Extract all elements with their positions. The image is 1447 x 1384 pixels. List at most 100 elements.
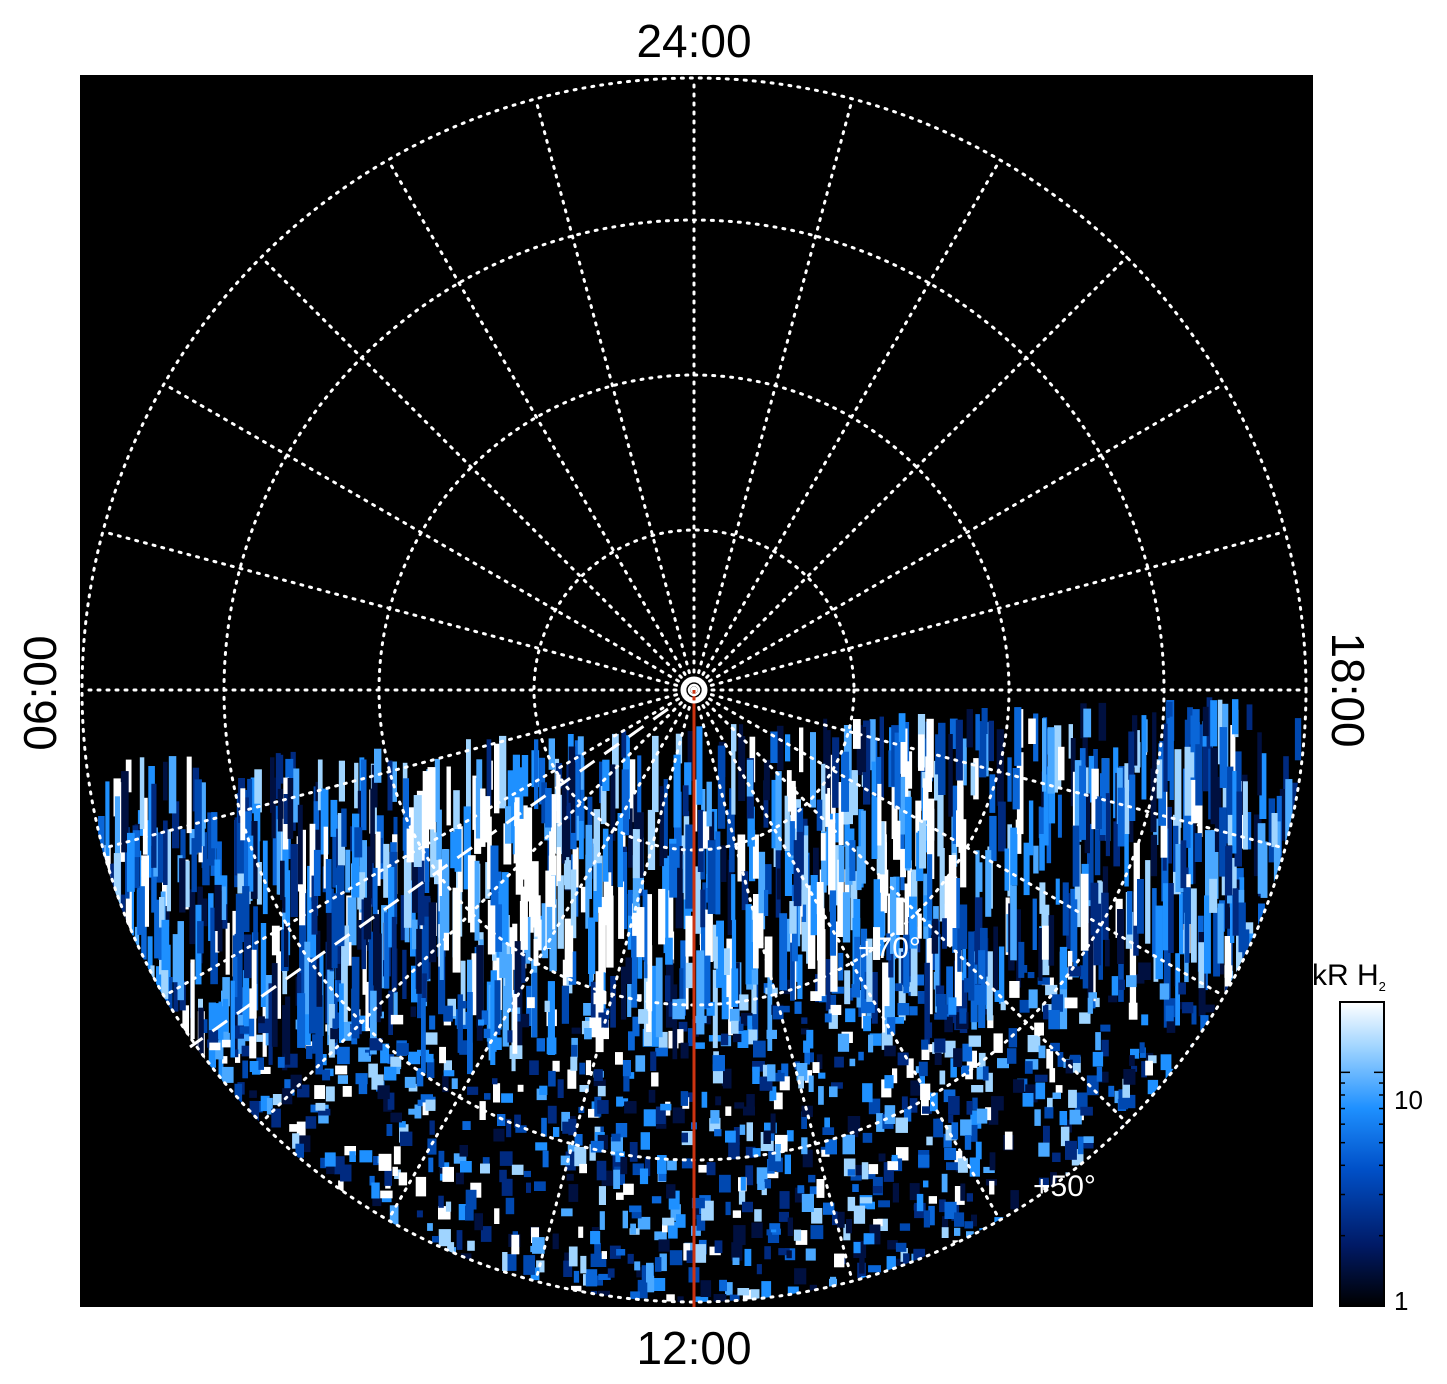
emission-pixel	[666, 1294, 675, 1302]
emission-pixel	[934, 936, 940, 1013]
emission-pixel	[926, 718, 934, 778]
emission-pixel	[309, 957, 317, 1034]
emission-pixel	[622, 1210, 628, 1229]
emission-pixel	[955, 719, 963, 781]
emission-pixel	[388, 867, 395, 948]
emission-pixel	[706, 781, 712, 827]
emission-pixel	[315, 1102, 326, 1111]
emission-pixel	[425, 1053, 434, 1063]
emission-pixel	[467, 992, 473, 1075]
emission-pixel	[1046, 1048, 1054, 1069]
emission-pixel	[599, 761, 604, 804]
emission-pixel	[954, 1150, 963, 1163]
emission-pixel	[271, 777, 276, 839]
emission-pixel	[384, 1066, 397, 1081]
emission-pixel	[761, 1281, 772, 1298]
emission-pixel	[667, 1160, 677, 1171]
emission-pixel	[438, 859, 443, 912]
emission-pixel	[731, 874, 736, 921]
emission-pixel	[397, 1043, 409, 1056]
emission-pixel	[737, 1288, 750, 1296]
emission-pixel	[647, 809, 656, 870]
emission-pixel	[943, 1133, 952, 1148]
emission-pixel	[142, 797, 148, 855]
emission-pixel	[894, 1259, 907, 1266]
emission-pixel	[499, 1169, 507, 1183]
emission-pixel	[721, 845, 727, 882]
emission-pixel	[1126, 975, 1137, 988]
emission-pixel	[1037, 977, 1050, 985]
emission-pixel	[230, 980, 235, 1058]
emission-pixel	[971, 1214, 977, 1227]
emission-pixel	[607, 1268, 615, 1278]
emission-pixel	[289, 1124, 302, 1132]
emission-pixel	[808, 1052, 814, 1063]
emission-pixel	[924, 962, 930, 1045]
emission-pixel	[895, 983, 903, 992]
emission-pixel	[278, 754, 284, 784]
emission-pixel	[434, 758, 440, 822]
emission-pixel	[547, 981, 555, 1055]
emission-pixel	[659, 1253, 667, 1272]
emission-pixel	[943, 1089, 956, 1103]
emission-pixel	[390, 1014, 404, 1025]
emission-pixel	[709, 1118, 718, 1132]
emission-pixel	[439, 896, 444, 980]
emission-pixel	[1068, 966, 1082, 977]
emission-pixel	[1130, 1048, 1140, 1059]
emission-pixel	[652, 735, 659, 813]
emission-pixel	[876, 1113, 885, 1132]
emission-pixel	[398, 1172, 408, 1186]
emission-pixel	[428, 902, 437, 963]
meridian-line	[692, 688, 1129, 1125]
emission-pixel	[779, 913, 788, 991]
local-time-label-top: 24:00	[636, 15, 751, 67]
emission-pixel	[389, 1205, 399, 1225]
emission-pixel	[610, 976, 616, 1028]
emission-pixel	[696, 1214, 706, 1231]
emission-pixel	[320, 788, 329, 855]
emission-pixel	[660, 1103, 672, 1111]
emission-pixel	[339, 983, 344, 1043]
emission-pixel	[580, 1255, 587, 1274]
emission-pixel	[585, 1269, 598, 1287]
emission-pixel	[546, 1037, 557, 1055]
emission-pixel	[561, 778, 567, 864]
emission-pixel	[1117, 909, 1125, 964]
emission-pixel	[1178, 982, 1186, 995]
emission-pixel	[921, 1043, 930, 1060]
emission-pixel	[1160, 1054, 1172, 1071]
emission-pixel	[752, 1061, 765, 1072]
emission-pixel	[745, 904, 752, 985]
emission-pixel	[652, 1278, 666, 1291]
emission-pixel	[256, 1034, 263, 1042]
emission-pixel	[627, 1101, 637, 1110]
emission-pixel	[847, 1169, 856, 1176]
emission-pixel	[1034, 1109, 1041, 1126]
emission-pixel	[234, 1025, 244, 1039]
emission-pixel	[865, 1170, 876, 1180]
emission-pixel	[1023, 842, 1030, 896]
emission-pixel	[408, 1108, 421, 1115]
emission-pixel	[719, 1174, 731, 1193]
emission-pixel	[299, 920, 306, 999]
emission-pixel	[561, 1111, 570, 1131]
emission-pixel	[454, 829, 462, 872]
emission-pixel	[564, 805, 571, 891]
emission-pixel	[1123, 1069, 1136, 1085]
emission-pixel	[1139, 1042, 1145, 1053]
emission-pixel	[258, 1018, 270, 1034]
emission-pixel	[957, 1158, 968, 1173]
emission-pixel	[851, 984, 860, 998]
emission-pixel	[544, 815, 551, 841]
emission-pixel	[662, 1217, 675, 1226]
emission-pixel	[1015, 819, 1022, 854]
emission-pixel	[764, 1179, 771, 1189]
emission-pixel	[1042, 718, 1047, 792]
emission-pixel	[729, 1294, 740, 1302]
emission-pixel	[763, 780, 769, 828]
emission-pixel	[1165, 701, 1173, 734]
emission-pixel	[1051, 994, 1063, 1012]
emission-pixel	[341, 808, 347, 847]
emission-pixel	[271, 963, 278, 1047]
